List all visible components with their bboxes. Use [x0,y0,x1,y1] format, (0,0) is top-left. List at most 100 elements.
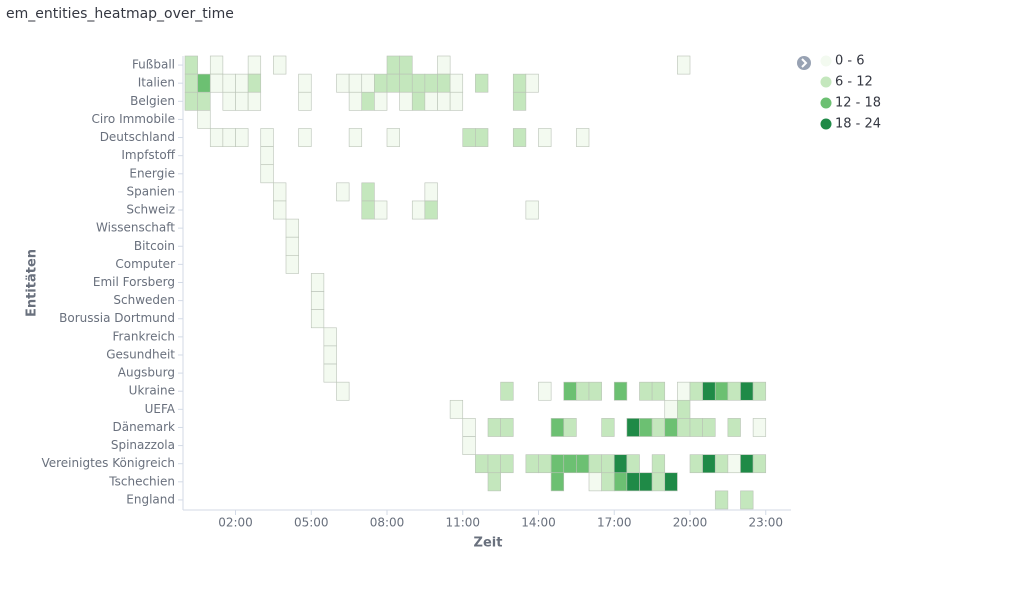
heatmap-cell [437,91,451,111]
heatmap-cell [260,128,274,147]
legend-label: 12 - 18 [835,96,881,111]
heatmap-cell [184,91,198,111]
heatmap-cell [197,91,211,111]
legend-toggle-chevron[interactable] [801,58,808,68]
heatmap-cell [525,73,539,93]
heatmap-cell [702,454,716,474]
legend-toggle[interactable] [797,56,811,70]
y-tick-label: Gesundheit [106,347,175,361]
heatmap-cell [588,381,602,401]
y-tick-label: Deutschland [100,130,175,144]
heatmap-cell [411,73,426,93]
y-tick-label: UEFA [145,402,176,416]
heatmap-cell [235,73,249,93]
y-tick-label: Augsburg [118,366,175,380]
heatmap-cell [475,128,489,147]
heatmap-cell [361,91,375,111]
heatmap-cell [298,128,312,147]
heatmap-cell [677,399,691,419]
heatmap-cell [500,381,514,401]
x-tick-label: 23:00 [748,516,783,530]
heatmap-cell [411,200,426,220]
legend-swatch [820,55,832,67]
heatmap-cell [462,128,476,147]
x-tick-label: 14:00 [521,516,556,530]
legend-label: 0 - 6 [835,54,865,69]
heatmap-cell [348,128,363,147]
heatmap-cell [197,110,211,129]
heatmap-cell [487,472,501,492]
heatmap-cell [563,418,577,437]
heatmap-cell [386,73,400,93]
heatmap-cell [639,381,653,401]
heatmap-cell [437,55,451,75]
heatmap-cell [538,128,552,147]
heatmap-cell [209,55,224,75]
heatmap-cell [310,273,325,292]
heatmap-cell [576,381,590,401]
heatmap-cell [651,472,666,492]
heatmap-cell [386,128,400,147]
heatmap-cell [361,73,375,93]
y-tick-label: Fußball [132,58,175,72]
heatmap-cell [323,363,337,383]
y-tick-label: Italien [138,76,175,90]
heatmap-cell [752,418,767,437]
heatmap-cell [386,55,400,75]
y-tick-label: Computer [115,257,175,271]
heatmap-cell [689,418,703,437]
heatmap-cell [727,454,741,474]
legend-toggle-icon[interactable] [797,56,811,70]
heatmap-cell [576,128,590,147]
y-tick-label: Bitcoin [134,239,175,253]
heatmap-cell [677,381,691,401]
heatmap-cell [512,128,527,147]
heatmap-cell [323,327,337,347]
heatmap-cell [247,55,262,75]
heatmap-cell [512,73,527,93]
heatmap-cell [487,418,501,437]
heatmap-cell [563,454,577,474]
heatmap-cell [348,73,363,93]
heatmap-cell [184,55,198,75]
heatmap-cell [399,55,413,75]
heatmap-cell [651,418,666,437]
y-tick-label: Vereinigtes Königreich [41,456,175,470]
heatmap-cell [323,345,337,365]
heatmap-cell [361,200,375,220]
y-tick-label: Ukraine [129,384,175,398]
heatmap-cell [550,472,565,492]
legend-label: 18 - 24 [835,117,881,132]
chart-title: em_entities_heatmap_over_time [6,6,234,22]
x-tick-label: 20:00 [673,516,708,530]
heatmap-cell [727,381,741,401]
heatmap-cell [601,472,615,492]
y-tick-label: Spinazzola [111,438,175,452]
y-tick-label: Schweden [113,293,175,307]
heatmap-cell [449,91,464,111]
heatmap-cell [336,182,350,202]
heatmap-cell [424,73,438,93]
heatmap-cell [424,200,438,220]
x-tick-label: 02:00 [218,516,253,530]
heatmap-cell [626,472,640,492]
heatmap-cell [639,472,653,492]
heatmap-cell [260,164,274,184]
heatmap-cell [740,490,754,510]
heatmap-cell [273,55,287,75]
heatmap-cell [538,454,552,474]
heatmap-cell [361,182,375,202]
heatmap-cell [588,454,602,474]
heatmap-cell [462,418,476,437]
heatmap-cell [374,91,388,111]
heatmap-cell [424,182,438,202]
heatmap-cell [651,454,666,474]
heatmap-cell [374,200,388,220]
heatmap-cell [689,454,703,474]
heatmap-cell [677,418,691,437]
y-tick-label: Wissenschaft [96,221,175,235]
heatmap-cell [626,418,640,437]
heatmap-cell [740,454,754,474]
heatmap-cell [512,91,527,111]
heatmap-cell [399,91,413,111]
